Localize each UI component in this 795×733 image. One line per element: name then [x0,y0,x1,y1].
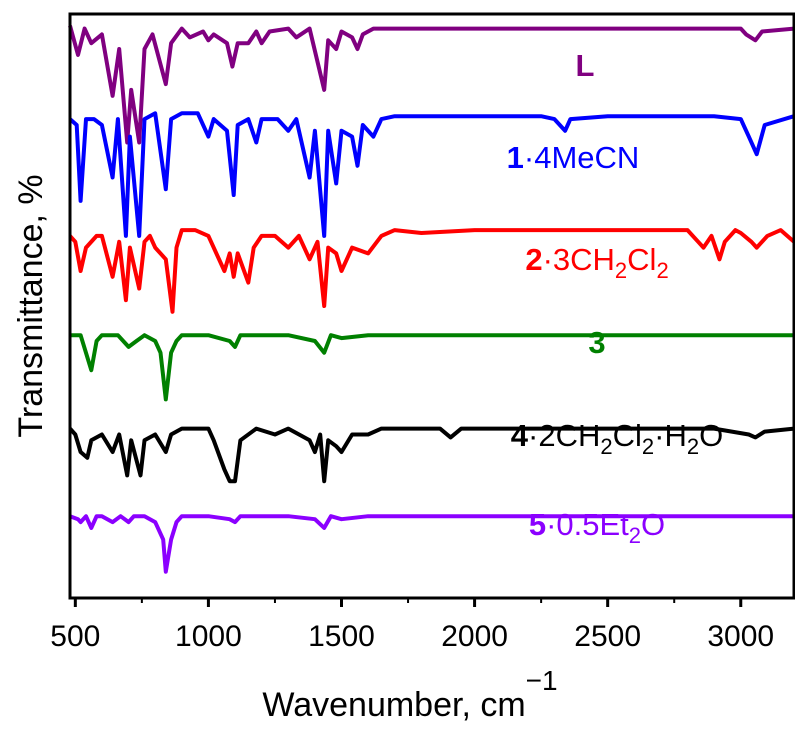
x-axis-ticks: 500 1000 1500 2000 2500 3000 [50,598,774,653]
series-label-part: L [576,48,595,83]
plot-frame [68,12,795,600]
x-tick-label: 2000 [441,620,508,653]
x-tick-label: 3000 [707,620,774,653]
series-label-1: L [576,48,595,83]
series-label-part: O [641,507,665,542]
series-label-part: 2 [687,434,699,459]
series-label-part: 2 [600,434,612,459]
x-axis-title: Wavenumber, cm−1 [262,665,557,724]
series-label-part: ·3CH [543,242,615,277]
series-label-4: 3 [588,325,605,360]
series-line-5 [68,426,795,484]
series-label-part: 2 [656,258,668,283]
x-tick-label: 1000 [175,620,242,653]
series-label-part: Cl [613,418,642,453]
series-label-part: 1 [507,140,524,175]
series-label-part: ·4MeCN [524,140,639,175]
series-label-part: 5 [529,507,546,542]
series-label-part: 3 [588,325,605,360]
series-line-1 [68,25,795,145]
series-label-5: 4·2CH2Cl2·H2O [511,418,723,459]
series-label-part: ·0.5Et [546,507,629,542]
y-axis-title: Transmittance, % [12,174,50,437]
series-label-part: ·2CH [528,418,600,453]
x-tick-label: 500 [50,620,100,653]
series-label-6: 5·0.5Et2O [529,507,665,548]
series-label-part: Cl [627,242,656,277]
x-tick-label: 2500 [574,620,641,653]
series-label-part: 2 [525,242,542,277]
x-tick-label: 1500 [308,620,375,653]
series-line-4 [70,333,794,402]
trace-group [68,25,795,574]
series-label-part: 2 [642,434,654,459]
series-label-part: 2 [629,523,641,548]
series-label-part: 4 [511,418,529,453]
series-line-3 [68,228,795,314]
series-label-3: 2·3CH2Cl2 [525,242,668,283]
series-label-part: O [699,418,723,453]
series-label-2: 1·4MeCN [507,140,640,175]
series-line-2 [68,111,795,238]
series-line-6 [69,514,794,574]
series-label-part: 2 [615,258,627,283]
series-label-part: ·H [654,418,687,453]
